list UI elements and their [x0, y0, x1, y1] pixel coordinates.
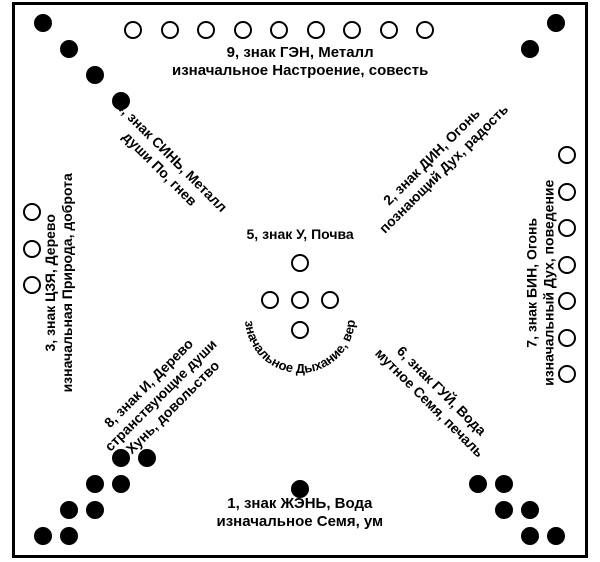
dot-top_right-1	[521, 40, 539, 58]
dot-bottom_right_b-0	[521, 527, 539, 545]
dot-right_outer-2	[558, 219, 576, 237]
dot-top-0	[124, 21, 142, 39]
dot-right_outer-6	[558, 365, 576, 383]
label-left: 3, знак ЦЗЯ, Дерево изначальная Природа,…	[41, 173, 75, 392]
dot-right_outer-3	[558, 256, 576, 274]
dot-top_left-0	[34, 14, 52, 32]
dot-center_single-0	[291, 254, 309, 272]
dot-right_outer-5	[558, 329, 576, 347]
dot-bottom_right_a-1	[521, 501, 539, 519]
dot-top_left-2	[86, 66, 104, 84]
dot-bottom_left_a-2	[86, 475, 104, 493]
dot-right_outer-1	[558, 183, 576, 201]
dot-bottom_right_b-2	[469, 475, 487, 493]
dot-left_outer-1	[23, 240, 41, 258]
dot-top-1	[161, 21, 179, 39]
dot-top-3	[234, 21, 252, 39]
dot-bottom_left_a-0	[34, 527, 52, 545]
dot-top-6	[343, 21, 361, 39]
dot-bottom_left_b-2	[112, 475, 130, 493]
dot-bottom_right_b-1	[495, 501, 513, 519]
dot-top_right-0	[547, 14, 565, 32]
dot-center_row-2	[321, 291, 339, 309]
dot-right_outer-0	[558, 146, 576, 164]
dot-top-7	[380, 21, 398, 39]
dot-left_outer-2	[23, 276, 41, 294]
label-center_top: 5, знак У, Почва	[247, 226, 354, 243]
diagram-stage: 9, знак ГЭН, Металл изначальное Настроен…	[0, 0, 600, 562]
dot-top-8	[416, 21, 434, 39]
label-bottom: 1, знак ЖЭНЬ, Вода изначальное Семя, ум	[217, 495, 384, 531]
dot-bottom_left_b-1	[86, 501, 104, 519]
label-right: 7, знак БИН, Огонь изначальный Дух, пове…	[523, 180, 557, 386]
dot-top-5	[307, 21, 325, 39]
dot-right_outer-4	[558, 292, 576, 310]
dot-center_row-0	[261, 291, 279, 309]
dot-bottom_right_a-0	[547, 527, 565, 545]
dot-left_outer-0	[23, 203, 41, 221]
dot-top_left-1	[60, 40, 78, 58]
dot-top-2	[197, 21, 215, 39]
dot-bottom_left_b-0	[60, 527, 78, 545]
dot-top-4	[270, 21, 288, 39]
dot-bottom_left_a-1	[60, 501, 78, 519]
dot-bottom_right_a-2	[495, 475, 513, 493]
dot-bottom_left_b-3	[138, 449, 156, 467]
label-top: 9, знак ГЭН, Металл изначальное Настроен…	[172, 44, 428, 80]
dot-center_below-0	[291, 321, 309, 339]
dot-center_row-1	[291, 291, 309, 309]
